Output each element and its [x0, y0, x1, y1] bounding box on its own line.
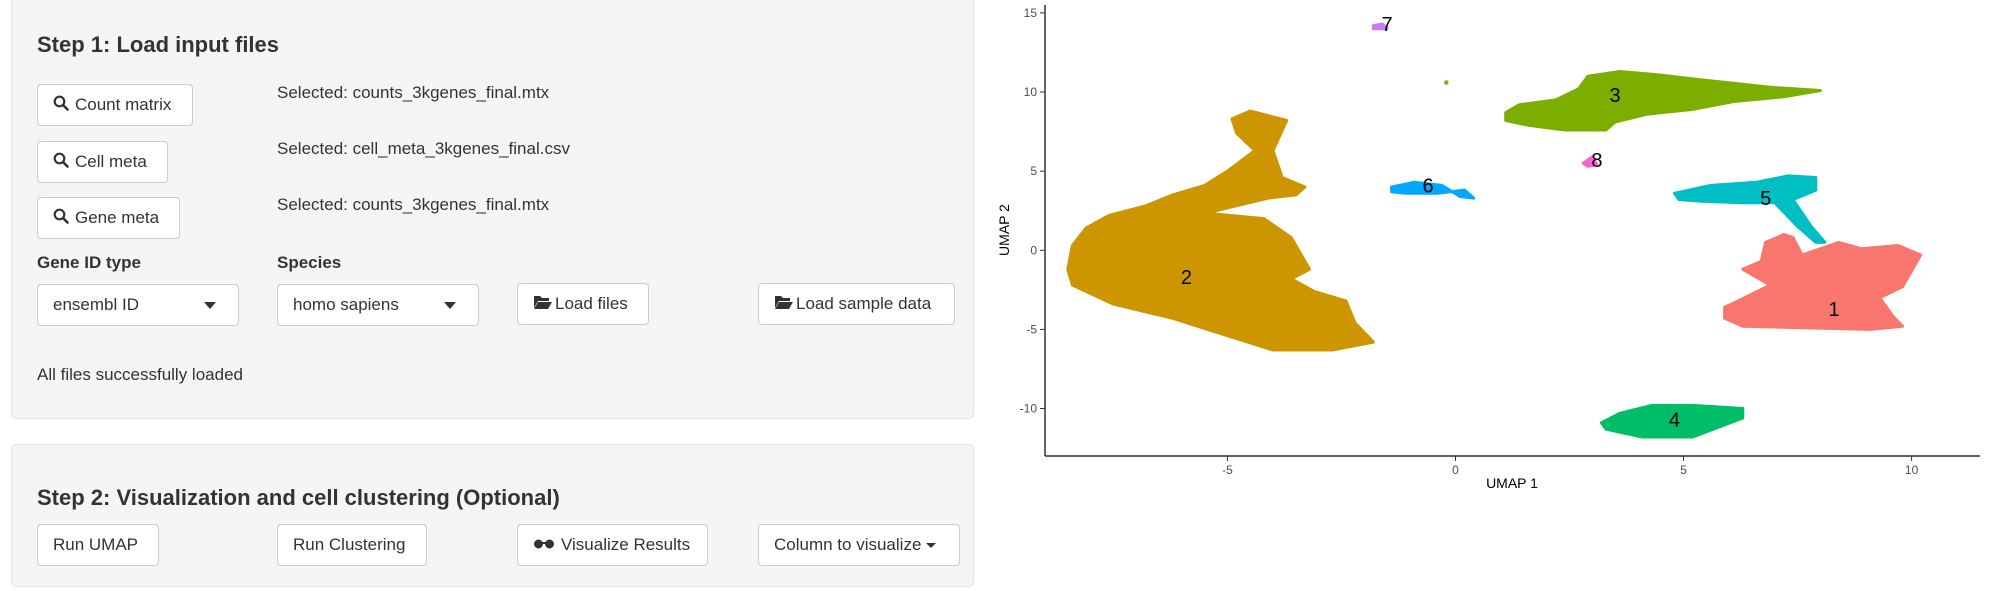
cell-meta-selected: Selected: cell_meta_3kgenes_final.csv — [277, 139, 570, 158]
search-icon — [53, 152, 69, 173]
column-to-visualize-dropdown[interactable]: Column to visualize — [758, 524, 960, 566]
cell-meta-button[interactable]: Cell meta — [37, 141, 168, 183]
cluster-6 — [1390, 180, 1476, 200]
y-tick-label: 0 — [1030, 243, 1037, 257]
cell-meta-label: Cell meta — [75, 152, 147, 171]
visualize-results-button[interactable]: Visualize Results — [517, 524, 708, 566]
y-tick-label: 15 — [1024, 6, 1038, 20]
gene-meta-label: Gene meta — [75, 208, 160, 227]
y-tick-label: 5 — [1030, 164, 1037, 178]
cluster-3-points — [1504, 70, 1822, 132]
cluster-label-1: 1 — [1828, 299, 1839, 321]
caret-down-icon — [204, 302, 216, 309]
search-icon — [53, 95, 69, 116]
cluster-8-points — [1581, 155, 1599, 168]
run-umap-button[interactable]: Run UMAP — [37, 524, 159, 566]
folder-open-icon — [774, 294, 794, 315]
glasses-icon — [533, 535, 555, 555]
umap-plot: 1 2 3 4 5 6 7 8 -5 0 5 10 -10 -5 0 5 10 15 UMAP 1 UMAP 2 — [996, 5, 1980, 491]
cluster-7-points — [1371, 22, 1389, 31]
run-clustering-label: Run Clustering — [293, 535, 406, 554]
gene-id-type-label: Gene ID type — [37, 253, 141, 272]
y-tick-label: -5 — [1026, 322, 1037, 336]
cluster-label-8: 8 — [1591, 150, 1602, 172]
step1-title: Step 1: Load input files — [37, 32, 280, 57]
gene-meta-button[interactable]: Gene meta — [37, 197, 180, 239]
status-message: All files successfully loaded — [37, 365, 243, 384]
x-tick-label: 0 — [1452, 463, 1459, 477]
cluster-label-6: 6 — [1423, 175, 1434, 197]
count-matrix-selected: Selected: counts_3kgenes_final.mtx — [277, 83, 550, 102]
folder-open-icon — [533, 294, 553, 315]
load-files-label: Load files — [555, 294, 628, 313]
x-axis-title: UMAP 1 — [1486, 475, 1538, 491]
cluster-5 — [1672, 174, 1827, 244]
species-select[interactable]: homo sapiens — [277, 284, 479, 326]
gene-id-type-select[interactable]: ensembl ID — [37, 284, 239, 326]
cluster-label-5: 5 — [1760, 188, 1771, 210]
cluster-4-points — [1599, 403, 1745, 439]
search-icon — [53, 208, 69, 229]
cluster-5-points — [1672, 174, 1827, 244]
cluster-1-points — [1723, 233, 1923, 331]
run-clustering-button[interactable]: Run Clustering — [277, 524, 427, 566]
cluster-7 — [1371, 22, 1389, 31]
caret-down-icon — [926, 542, 937, 548]
load-sample-data-label: Load sample data — [796, 294, 932, 313]
count-matrix-button[interactable]: Count matrix — [37, 84, 193, 126]
cluster-3 — [1504, 70, 1822, 132]
visualize-results-label: Visualize Results — [561, 535, 691, 554]
y-tick-label: -10 — [1020, 402, 1038, 416]
column-to-visualize-label: Column to visualize — [774, 535, 922, 554]
gene-id-type-value: ensembl ID — [53, 295, 139, 314]
cluster-label-2: 2 — [1181, 267, 1192, 289]
cluster-8 — [1581, 155, 1599, 168]
cluster-2-points — [1066, 109, 1375, 352]
cluster-4 — [1599, 403, 1745, 439]
x-tick-label: 5 — [1680, 463, 1687, 477]
cluster-6-points — [1390, 180, 1476, 200]
cluster-1 — [1723, 233, 1923, 331]
y-axis-title: UMAP 2 — [996, 204, 1012, 256]
cluster-label-3: 3 — [1610, 85, 1621, 107]
clusters-layer: 1 2 3 4 5 6 7 8 — [1066, 14, 1923, 439]
caret-down-icon — [444, 302, 456, 309]
load-files-button[interactable]: Load files — [517, 283, 649, 325]
count-matrix-label: Count matrix — [75, 95, 172, 114]
cluster-label-7: 7 — [1382, 14, 1393, 36]
x-tick-label: 10 — [1905, 463, 1919, 477]
step2-title: Step 2: Visualization and cell clusterin… — [37, 485, 560, 510]
cluster-2 — [1066, 109, 1375, 352]
run-umap-label: Run UMAP — [53, 535, 139, 554]
x-tick-label: -5 — [1222, 463, 1233, 477]
y-tick-label: 10 — [1024, 85, 1038, 99]
gene-meta-selected: Selected: counts_3kgenes_final.mtx — [277, 195, 550, 214]
load-sample-data-button[interactable]: Load sample data — [758, 283, 955, 325]
species-value: homo sapiens — [293, 295, 399, 314]
cluster-label-4: 4 — [1669, 410, 1680, 432]
species-label: Species — [277, 253, 342, 272]
cluster-3-outlier-point — [1444, 80, 1449, 85]
